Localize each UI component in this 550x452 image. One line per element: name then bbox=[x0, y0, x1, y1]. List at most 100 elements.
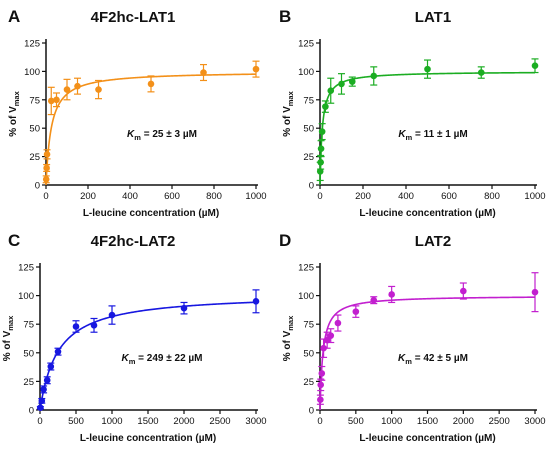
y-tick-label: 0 bbox=[309, 406, 314, 417]
y-tick-label: 75 bbox=[303, 320, 314, 331]
data-point bbox=[370, 296, 378, 304]
panel-a: A 4F2hc-LAT1 0 25 50 75 100 125 0 200 400 600 800 100… bbox=[8, 7, 267, 219]
data-point bbox=[108, 311, 116, 319]
data-point bbox=[38, 397, 46, 405]
data-point bbox=[47, 363, 55, 370]
data-point bbox=[43, 376, 51, 384]
y-axis-label-sub: max bbox=[286, 90, 295, 106]
data-point bbox=[317, 145, 325, 152]
y-tick-label: 100 bbox=[24, 67, 40, 78]
data-point bbox=[318, 370, 326, 377]
x-tick-label: 500 bbox=[348, 416, 364, 427]
y-axis-label-sub: max bbox=[12, 90, 21, 106]
y-tick-label: 0 bbox=[35, 181, 40, 192]
x-tick-label: 800 bbox=[484, 191, 500, 202]
data-point bbox=[37, 404, 44, 412]
data-point bbox=[317, 381, 325, 389]
km-symbol: K bbox=[127, 129, 135, 140]
x-tick-label: 1500 bbox=[417, 416, 438, 427]
data-point bbox=[53, 96, 60, 104]
x-tick-label: 800 bbox=[206, 191, 222, 202]
y-tick-label: 75 bbox=[303, 95, 314, 106]
data-point bbox=[317, 396, 324, 404]
y-tick-label: 75 bbox=[29, 95, 40, 106]
data-point bbox=[322, 103, 329, 110]
x-tick-label: 3000 bbox=[245, 416, 266, 427]
x-tick-label: 0 bbox=[317, 191, 322, 202]
data-point bbox=[63, 86, 71, 93]
x-tick-label: 1500 bbox=[137, 416, 158, 427]
y-tick-label: 0 bbox=[29, 406, 34, 417]
y-tick-label: 50 bbox=[23, 348, 34, 359]
km-annotation: Km = 25 ± 3 µM bbox=[127, 129, 197, 142]
y-axis-label-main: % of V bbox=[2, 330, 13, 361]
data-point bbox=[95, 86, 102, 93]
x-tick-label: 1000 bbox=[245, 191, 266, 202]
data-point bbox=[320, 344, 327, 352]
km-subscript: m bbox=[406, 133, 413, 142]
data-point bbox=[147, 80, 155, 88]
data-point bbox=[317, 158, 324, 166]
x-tick-label: 3000 bbox=[524, 416, 545, 427]
x-tick-label: 600 bbox=[441, 191, 457, 202]
y-tick-label: 0 bbox=[309, 181, 314, 192]
x-axis-label: L-leucine concentration (µM) bbox=[80, 433, 216, 444]
y-tick-label: 125 bbox=[298, 263, 314, 274]
y-tick-label: 25 bbox=[23, 377, 34, 388]
x-tick-label: 600 bbox=[164, 191, 180, 202]
km-value: = 42 ± 5 µM bbox=[412, 353, 468, 364]
y-axis-label: % of Vmax bbox=[8, 90, 21, 136]
x-tick-label: 2500 bbox=[209, 416, 230, 427]
x-tick-label: 1000 bbox=[524, 191, 545, 202]
y-axis-label: % of Vmax bbox=[2, 315, 15, 361]
x-tick-label: 200 bbox=[355, 191, 371, 202]
data-point bbox=[531, 62, 539, 70]
panel-letter: B bbox=[279, 7, 291, 26]
x-tick-label: 400 bbox=[122, 191, 138, 202]
data-point bbox=[42, 176, 50, 183]
data-point bbox=[388, 291, 395, 298]
data-point bbox=[323, 336, 331, 344]
data-point bbox=[74, 82, 81, 90]
y-tick-label: 125 bbox=[298, 39, 314, 50]
data-point bbox=[348, 78, 356, 85]
km-annotation: Km = 42 ± 5 µM bbox=[398, 353, 468, 366]
panel-title: 4F2hc-LAT2 bbox=[91, 233, 176, 250]
x-tick-label: 200 bbox=[80, 191, 96, 202]
x-tick-label: 0 bbox=[317, 416, 322, 427]
km-annotation: Km = 249 ± 22 µM bbox=[121, 353, 202, 366]
panel-letter: C bbox=[8, 231, 20, 250]
y-tick-label: 25 bbox=[303, 377, 314, 388]
panel-title: 4F2hc-LAT1 bbox=[91, 9, 176, 26]
data-point bbox=[327, 87, 335, 95]
x-tick-label: 2000 bbox=[173, 416, 194, 427]
km-subscript: m bbox=[134, 133, 141, 142]
y-axis-label-main: % of V bbox=[282, 330, 293, 361]
km-subscript: m bbox=[129, 357, 136, 366]
x-tick-label: 2500 bbox=[489, 416, 510, 427]
data-point bbox=[252, 65, 260, 73]
data-point bbox=[72, 323, 80, 330]
panel-title: LAT1 bbox=[415, 9, 451, 26]
km-annotation: Km = 11 ± 1 µM bbox=[398, 129, 467, 142]
data-point bbox=[47, 97, 55, 105]
data-point bbox=[352, 308, 360, 315]
x-tick-label: 0 bbox=[37, 416, 42, 427]
y-axis-label: % of Vmax bbox=[282, 90, 295, 136]
x-tick-label: 0 bbox=[43, 191, 48, 202]
km-symbol: K bbox=[398, 353, 406, 364]
x-tick-label: 2000 bbox=[453, 416, 474, 427]
data-point bbox=[43, 151, 51, 158]
x-tick-label: 500 bbox=[68, 416, 84, 427]
x-tick-label: 1000 bbox=[101, 416, 122, 427]
panel-title: LAT2 bbox=[415, 233, 451, 250]
data-point bbox=[460, 287, 467, 295]
data-point bbox=[316, 168, 324, 175]
km-symbol: K bbox=[121, 353, 129, 364]
data-point bbox=[252, 298, 260, 305]
panel-letter: D bbox=[279, 231, 291, 250]
y-axis-label-main: % of V bbox=[282, 106, 293, 137]
data-point bbox=[200, 69, 207, 76]
y-tick-label: 50 bbox=[29, 124, 40, 135]
y-tick-label: 100 bbox=[298, 291, 314, 302]
